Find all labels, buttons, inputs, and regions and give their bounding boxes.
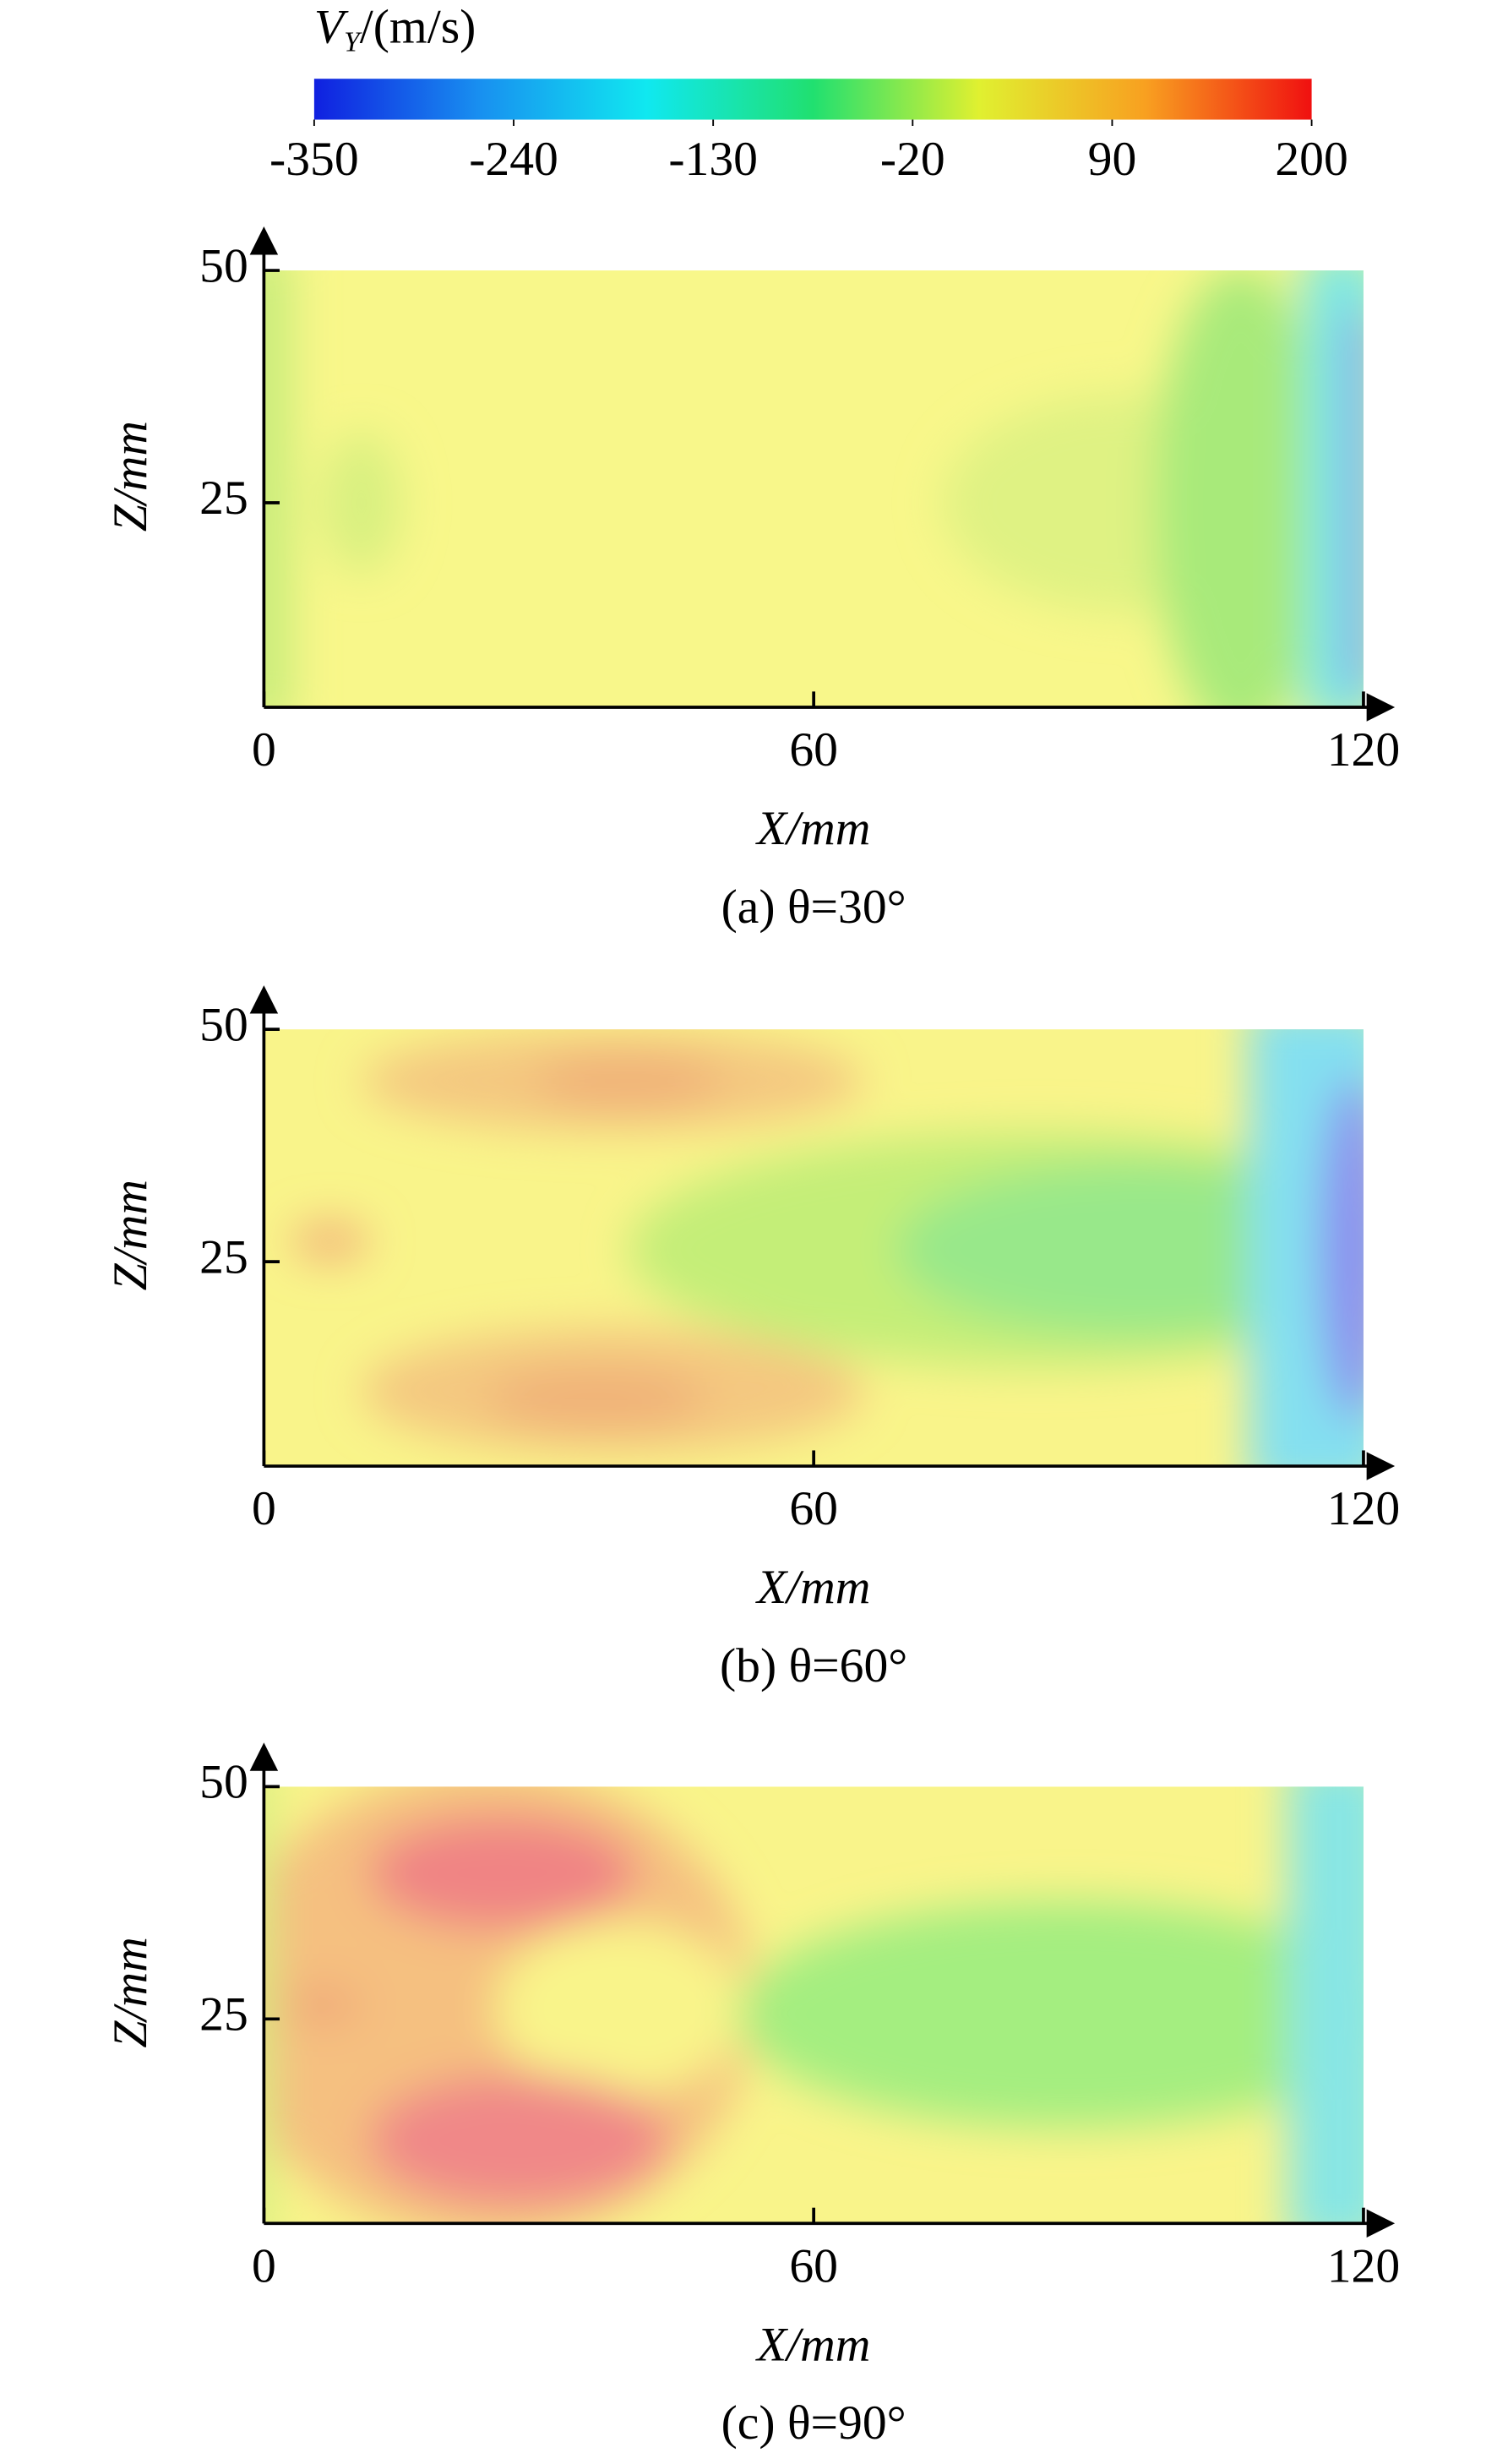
y-axis-arrow — [249, 1742, 279, 1771]
y-axis-arrow — [249, 226, 279, 255]
x-tick-label: 60 — [789, 2239, 838, 2292]
colorbar-tick-label: -350 — [269, 133, 359, 186]
x-tick-label: 60 — [789, 723, 838, 777]
colorbar-tick-label: 200 — [1275, 133, 1347, 186]
y-tick-label: 50 — [199, 998, 248, 1051]
x-axis-arrow — [1366, 693, 1396, 722]
panel-caption: (b) θ=60° — [720, 1639, 907, 1693]
y-axis-label: Z/mm — [104, 1180, 157, 1290]
y-tick-label: 25 — [199, 472, 248, 525]
x-tick-label: 0 — [252, 2239, 276, 2292]
y-tick-label: 50 — [199, 1756, 248, 1809]
y-tick-label: 25 — [199, 1230, 248, 1284]
y-tick-label: 50 — [199, 239, 248, 292]
y-tick-label: 25 — [199, 1988, 248, 2042]
colorbar-tick-label: 90 — [1088, 133, 1137, 186]
y-axis-label: Z/mm — [104, 1937, 157, 2047]
y-axis-arrow — [249, 985, 279, 1014]
x-axis-arrow — [1366, 1452, 1396, 1480]
x-axis-label: X/mm — [755, 802, 870, 855]
contour-field — [264, 270, 1364, 707]
x-tick-label: 60 — [789, 1482, 838, 1535]
contour-field — [264, 1786, 1364, 2224]
contour-field — [264, 1029, 1364, 1467]
x-axis-label: X/mm — [755, 1561, 870, 1614]
panel-caption: (c) θ=90° — [721, 2396, 906, 2450]
colorbar-tick-label: -130 — [668, 133, 758, 186]
colorbar-tick-label: -240 — [469, 133, 558, 186]
x-tick-label: 120 — [1327, 723, 1400, 777]
panel-caption: (a) θ=30° — [721, 880, 906, 934]
y-axis-label: Z/mm — [104, 421, 157, 532]
x-axis-label: X/mm — [755, 2318, 870, 2371]
colorbar-tick-label: -20 — [880, 133, 945, 186]
x-tick-label: 0 — [252, 723, 276, 777]
colorbar — [313, 79, 1312, 120]
x-tick-label: 120 — [1327, 2239, 1400, 2292]
x-tick-label: 0 — [252, 1482, 276, 1535]
x-axis-arrow — [1366, 2209, 1396, 2238]
x-tick-label: 120 — [1327, 1482, 1400, 1535]
colorbar-label: VY/(m/s) — [314, 1, 476, 57]
